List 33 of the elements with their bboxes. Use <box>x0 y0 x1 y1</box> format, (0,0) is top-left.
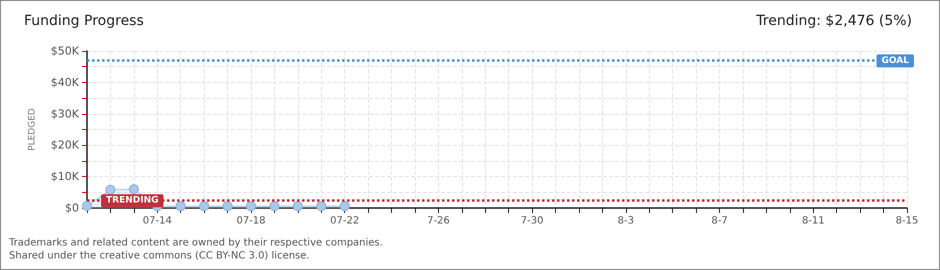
chart-title: Funding Progress <box>24 13 144 29</box>
point <box>269 201 280 212</box>
x-tick-label: 7-30 <box>520 216 544 226</box>
point <box>246 201 256 212</box>
x-tick-label: 7-26 <box>427 216 450 226</box>
x-tick-label: 07-18 <box>236 216 266 226</box>
point <box>340 201 350 212</box>
text: Trademarks and related content are owned by their respective companies. <box>8 238 383 248</box>
point <box>222 201 233 212</box>
y-axis-title: PLEDGED <box>28 108 38 151</box>
y-tick-label: $30K <box>50 107 80 120</box>
x-tick-label: 8-7 <box>711 216 728 226</box>
y-tick-label: $40K <box>50 76 80 89</box>
point <box>128 184 139 194</box>
chart-subtitle: Trending: $2,476 (5%) <box>755 13 912 29</box>
y-tick-label: $50K <box>50 44 80 58</box>
point <box>176 201 186 212</box>
x-tick-label: 8-15 <box>896 216 918 226</box>
point <box>105 184 116 195</box>
x-tick-label: 07-22 <box>330 216 360 226</box>
point <box>199 201 210 212</box>
point <box>316 201 326 212</box>
y-tick-label: $0 <box>65 202 79 214</box>
point <box>292 201 303 212</box>
ref-line-label: GOAL <box>882 56 910 66</box>
x-tick-label: 07-14 <box>142 216 172 226</box>
x-tick-label: 8-3 <box>618 216 634 226</box>
point <box>82 200 92 211</box>
ref-line-label: TRENDING <box>106 196 158 206</box>
text: Shared under the creative commons (CC BY-NC 3.0) license. <box>9 250 310 262</box>
y-tick-label: $20K <box>50 138 80 152</box>
y-tick-label: $10K <box>50 170 80 184</box>
x-tick-label: 8-11 <box>802 216 825 226</box>
